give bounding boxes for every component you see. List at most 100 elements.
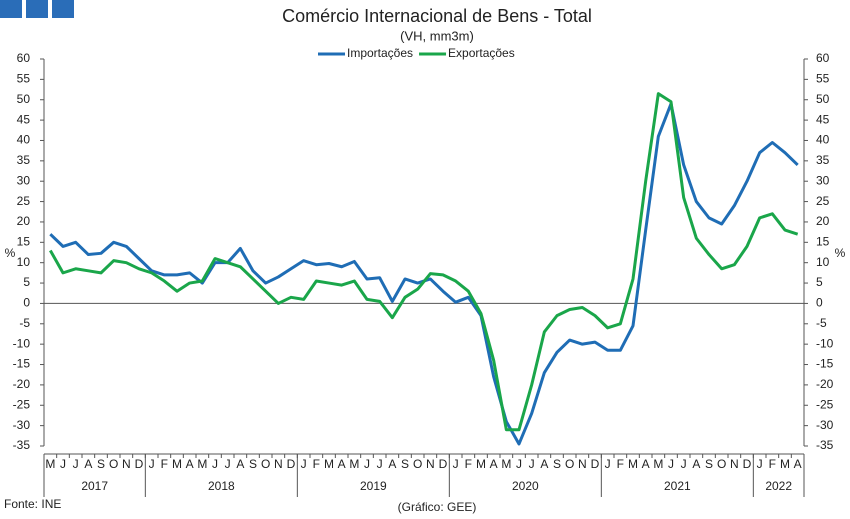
x-tick-label: J bbox=[225, 457, 231, 471]
x-group-label: 2017 bbox=[81, 479, 108, 493]
x-tick-label: N bbox=[426, 457, 435, 471]
y2-tick-label: -35 bbox=[816, 438, 834, 452]
x-tick-label: J bbox=[377, 457, 383, 471]
y2-tick-label: 0 bbox=[816, 296, 823, 310]
x-tick-label: D bbox=[743, 457, 752, 471]
y2-tick-label: 45 bbox=[816, 112, 830, 126]
x-tick-label: J bbox=[516, 457, 522, 471]
x-tick-label: M bbox=[476, 457, 486, 471]
y-axis-label: % bbox=[5, 246, 16, 260]
x-tick-label: J bbox=[668, 457, 674, 471]
x-tick-label: D bbox=[287, 457, 296, 471]
source: Fonte: INE bbox=[4, 497, 61, 511]
x-tick-label: A bbox=[236, 457, 244, 471]
y-tick-label: 20 bbox=[17, 214, 31, 228]
legend-label: Importações bbox=[347, 46, 413, 60]
x-group-label: 2022 bbox=[765, 479, 792, 493]
y2-tick-label: 5 bbox=[816, 275, 823, 289]
x-tick-label: M bbox=[501, 457, 511, 471]
x-tick-label: N bbox=[578, 457, 587, 471]
x-tick-label: O bbox=[109, 457, 118, 471]
x-tick-label: S bbox=[97, 457, 105, 471]
y2-tick-label: 30 bbox=[816, 173, 830, 187]
x-tick-label: A bbox=[692, 457, 700, 471]
x-tick-label: A bbox=[642, 457, 650, 471]
y-tick-label: -15 bbox=[13, 357, 31, 371]
y-tick-label: 45 bbox=[17, 112, 31, 126]
x-tick-label: J bbox=[757, 457, 763, 471]
y-tick-label: 10 bbox=[17, 255, 31, 269]
x-group-label: 2018 bbox=[208, 479, 235, 493]
x-tick-label: J bbox=[73, 457, 79, 471]
y2-tick-label: 15 bbox=[816, 234, 830, 248]
y-tick-label: -25 bbox=[13, 397, 31, 411]
x-tick-label: M bbox=[45, 457, 55, 471]
y2-tick-label: -15 bbox=[816, 357, 834, 371]
x-tick-label: J bbox=[364, 457, 370, 471]
x-tick-label: J bbox=[453, 457, 459, 471]
x-tick-label: F bbox=[313, 457, 320, 471]
credit: (Gráfico: GEE) bbox=[398, 500, 477, 514]
x-group-label: 2020 bbox=[512, 479, 539, 493]
x-tick-label: J bbox=[605, 457, 611, 471]
x-tick-label: A bbox=[186, 457, 194, 471]
y-tick-label: 5 bbox=[23, 275, 30, 289]
y2-tick-label: 40 bbox=[816, 133, 830, 147]
x-tick-label: J bbox=[681, 457, 687, 471]
x-tick-label: D bbox=[439, 457, 448, 471]
y-tick-label: 60 bbox=[17, 51, 31, 65]
x-tick-label: J bbox=[529, 457, 535, 471]
x-tick-label: F bbox=[617, 457, 624, 471]
x-tick-label: M bbox=[780, 457, 790, 471]
y-tick-label: 30 bbox=[17, 173, 31, 187]
y-tick-label: 35 bbox=[17, 153, 31, 167]
x-tick-label: M bbox=[653, 457, 663, 471]
x-tick-label: O bbox=[413, 457, 422, 471]
x-tick-label: N bbox=[122, 457, 131, 471]
y-tick-label: -30 bbox=[13, 418, 31, 432]
y2-tick-label: -10 bbox=[816, 336, 834, 350]
y2-tick-label: -30 bbox=[816, 418, 834, 432]
x-tick-label: J bbox=[60, 457, 66, 471]
x-tick-label: O bbox=[717, 457, 726, 471]
chart-title: Comércio Internacional de Bens - Total bbox=[282, 6, 592, 26]
x-tick-label: M bbox=[197, 457, 207, 471]
y2-tick-label: 35 bbox=[816, 153, 830, 167]
y-tick-label: -35 bbox=[13, 438, 31, 452]
x-tick-label: N bbox=[730, 457, 739, 471]
y-tick-label: 55 bbox=[17, 72, 31, 86]
x-tick-label: J bbox=[212, 457, 218, 471]
y-tick-label: 25 bbox=[17, 194, 31, 208]
x-tick-label: J bbox=[149, 457, 155, 471]
x-tick-label: D bbox=[591, 457, 600, 471]
y2-tick-label: 55 bbox=[816, 72, 830, 86]
x-tick-label: M bbox=[628, 457, 638, 471]
y2-tick-label: 25 bbox=[816, 194, 830, 208]
series-line bbox=[49, 92, 799, 432]
x-tick-label: A bbox=[540, 457, 548, 471]
series-line bbox=[49, 102, 799, 446]
y-tick-label: 50 bbox=[17, 92, 31, 106]
x-tick-label: S bbox=[553, 457, 561, 471]
x-tick-label: A bbox=[490, 457, 498, 471]
x-tick-label: M bbox=[172, 457, 182, 471]
y2-tick-label: -25 bbox=[816, 397, 834, 411]
legend-label: Exportações bbox=[448, 46, 515, 60]
x-tick-label: O bbox=[261, 457, 270, 471]
y-tick-label: 15 bbox=[17, 234, 31, 248]
x-tick-label: A bbox=[388, 457, 396, 471]
x-tick-label: S bbox=[249, 457, 257, 471]
x-group-label: 2019 bbox=[360, 479, 387, 493]
logo-block bbox=[26, 0, 48, 18]
y2-tick-label: 60 bbox=[816, 51, 830, 65]
x-tick-label: M bbox=[349, 457, 359, 471]
x-tick-label: J bbox=[301, 457, 307, 471]
y-tick-label: -5 bbox=[19, 316, 30, 330]
y2-tick-label: 20 bbox=[816, 214, 830, 228]
y2-axis-label: % bbox=[835, 246, 846, 260]
logo-block bbox=[52, 0, 74, 18]
chart-subtitle: (VH, mm3m) bbox=[400, 28, 474, 43]
y2-tick-label: 50 bbox=[816, 92, 830, 106]
x-tick-label: S bbox=[705, 457, 713, 471]
